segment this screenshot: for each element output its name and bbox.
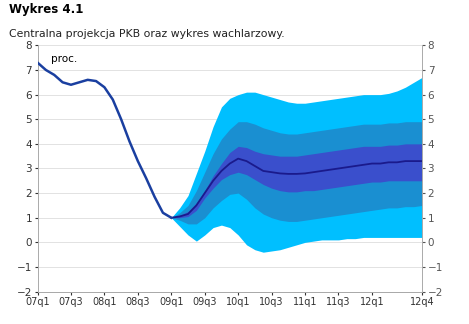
Text: proc.: proc. <box>51 54 77 64</box>
Text: Wykres 4.1: Wykres 4.1 <box>9 3 84 16</box>
Text: Centralna projekcja PKB oraz wykres wachlarzowy.: Centralna projekcja PKB oraz wykres wach… <box>9 29 285 39</box>
